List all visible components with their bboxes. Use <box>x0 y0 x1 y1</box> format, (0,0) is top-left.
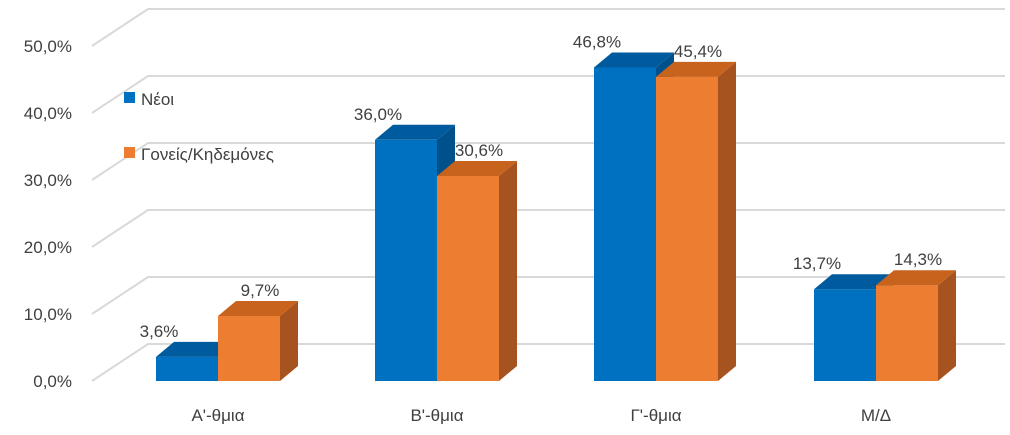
y-tick-label: 40,0% <box>24 104 72 123</box>
y-tick-label: 10,0% <box>24 305 72 324</box>
bar-front <box>218 316 280 381</box>
x-tick-label: Γ'-θμια <box>630 406 681 425</box>
legend-swatch-goneis <box>124 147 135 158</box>
gridline <box>91 8 1005 47</box>
x-tick-label: Α'-θμια <box>191 406 244 425</box>
bar-side <box>938 270 956 381</box>
x-axis: Α'-θμια Β'-θμια Γ'-θμια Μ/Δ <box>191 406 891 425</box>
bar-front <box>876 285 938 381</box>
gridline <box>91 209 1005 248</box>
bar-side <box>280 301 298 381</box>
y-tick-label: 20,0% <box>24 238 72 257</box>
bar-front <box>656 76 718 381</box>
legend-label-neoi: Νέοι <box>141 90 174 109</box>
data-label: 30,6% <box>455 141 503 160</box>
data-label: 14,3% <box>894 250 942 269</box>
data-labels: 3,6% 9,7% 36,0% 30,6% 46,8% 45,4% 13,7% 14,3% <box>140 32 942 340</box>
bar-front <box>375 139 437 381</box>
y-axis: 0,0% 10,0% 20,0% 30,0% 40,0% 50,0% <box>24 37 72 391</box>
data-label: 13,7% <box>793 254 841 273</box>
bar-top <box>218 301 298 317</box>
bar-top <box>814 274 894 290</box>
data-label: 3,6% <box>140 322 179 341</box>
legend: Νέοι Γονείς/Κηδεμόνες <box>124 90 274 164</box>
data-label: 9,7% <box>241 281 280 300</box>
bar-top <box>437 160 517 176</box>
bar-front <box>156 356 218 381</box>
legend-swatch-neoi <box>124 92 135 103</box>
x-tick-label: Β'-θμια <box>410 406 463 425</box>
bar <box>437 160 517 381</box>
y-tick-label: 30,0% <box>24 171 72 190</box>
bar <box>876 270 956 381</box>
y-tick-label: 0,0% <box>33 372 72 391</box>
bar-top <box>156 341 236 357</box>
bar-front <box>594 67 656 381</box>
data-label: 45,4% <box>674 42 722 61</box>
legend-label-goneis: Γονείς/Κηδεμόνες <box>141 145 274 164</box>
bar-side <box>718 61 736 381</box>
bar-top <box>375 124 455 140</box>
data-label: 36,0% <box>354 105 402 124</box>
bars <box>156 52 956 382</box>
bar-front <box>437 175 499 381</box>
bar-side <box>499 160 517 381</box>
x-tick-label: Μ/Δ <box>861 406 891 425</box>
y-tick-label: 50,0% <box>24 37 72 56</box>
gridline <box>91 75 1005 114</box>
bar-top <box>656 61 736 77</box>
bar-top <box>876 270 956 286</box>
bar <box>218 301 298 381</box>
data-label: 46,8% <box>573 32 621 51</box>
bar <box>656 61 736 381</box>
bar-front <box>814 289 876 381</box>
bar-top <box>594 52 674 68</box>
